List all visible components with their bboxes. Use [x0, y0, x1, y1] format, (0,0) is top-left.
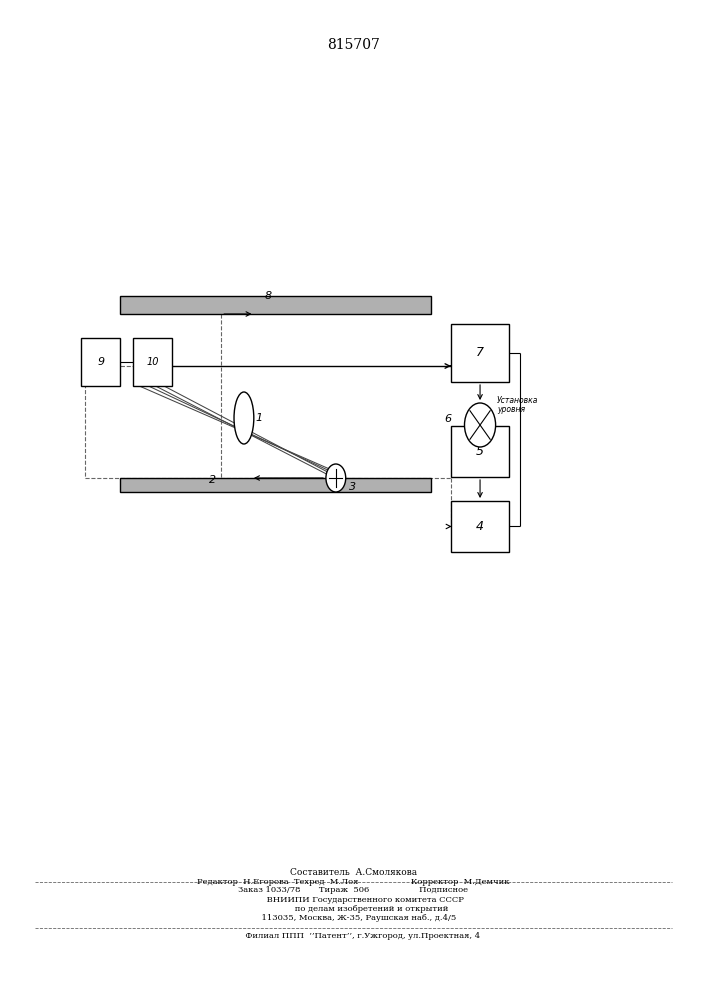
Circle shape [326, 464, 346, 492]
Text: по делам изобретений и открытий: по делам изобретений и открытий [258, 905, 449, 913]
Text: 3: 3 [349, 482, 356, 492]
Bar [451, 426, 509, 477]
Text: Заказ 1033/78       Тираж  506                   Подписное: Заказ 1033/78 Тираж 506 Подписное [238, 886, 469, 894]
Ellipse shape [234, 392, 254, 444]
Text: 6: 6 [445, 414, 452, 424]
Text: Редактор  Н.Егорова  Техред  М.Лоя                    Корректор  М.Демчик: Редактор Н.Егорова Техред М.Лоя Корректо… [197, 878, 510, 886]
Text: 2: 2 [209, 475, 216, 485]
Text: 113035, Москва, Ж-35, Раушская наб., д.4/5: 113035, Москва, Ж-35, Раушская наб., д.4… [251, 914, 456, 922]
Text: 9: 9 [97, 357, 105, 367]
Text: 5: 5 [476, 445, 484, 458]
Bar [120, 296, 431, 314]
Circle shape [464, 403, 496, 447]
Text: 8: 8 [265, 291, 272, 301]
Text: ВНИИПИ Государственного комитета СССР: ВНИИПИ Государственного комитета СССР [243, 896, 464, 904]
Text: 10: 10 [146, 357, 158, 367]
Bar [120, 478, 431, 492]
Text: Установка
уровня: Установка уровня [497, 396, 539, 414]
Text: 7: 7 [476, 347, 484, 360]
Text: 4: 4 [476, 520, 484, 533]
Bar [451, 324, 509, 382]
Text: Филиал ППП  ’’Патент’’, г.Ужгород, ул.Проектная, 4: Филиал ППП ’’Патент’’, г.Ужгород, ул.Про… [227, 932, 480, 940]
Text: 815707: 815707 [327, 38, 380, 52]
Bar [133, 338, 172, 386]
Bar [451, 501, 509, 552]
Text: 1: 1 [256, 413, 263, 423]
Text: Составитель  А.Смолякова: Составитель А.Смолякова [290, 868, 417, 877]
Bar [81, 338, 120, 386]
